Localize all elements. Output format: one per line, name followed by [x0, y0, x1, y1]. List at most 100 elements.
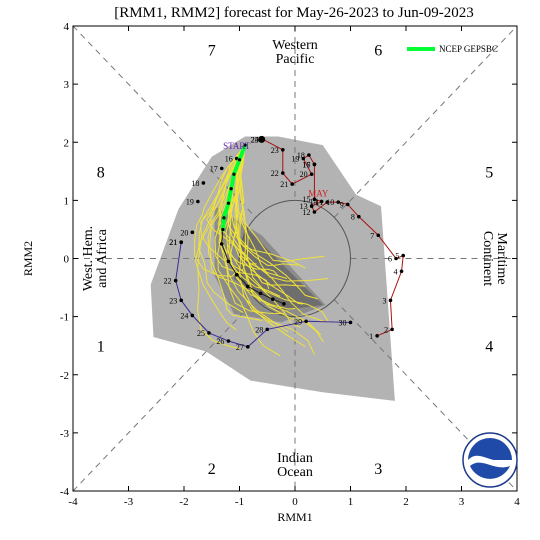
- may-track-day-label: 5: [395, 252, 399, 261]
- region-label-line: and Africa: [95, 228, 110, 287]
- x-tick-label: -3: [124, 496, 134, 508]
- x-tick-label: 3: [459, 496, 465, 508]
- y-tick-label: 4: [64, 21, 70, 33]
- phase-label: 1: [97, 339, 105, 356]
- y-axis-label: RMM2: [21, 241, 35, 276]
- may-track-day-label: 17: [302, 160, 310, 169]
- may-track-point: [290, 182, 295, 186]
- may-track-point: [375, 334, 379, 338]
- noaa-logo: [462, 432, 518, 488]
- ensemble-member-line: [234, 145, 329, 282]
- legend: NCEP GEPSBC: [407, 44, 498, 54]
- may-track-point: [401, 253, 406, 258]
- phase-label: 6: [374, 42, 382, 59]
- x-tick-label: 2: [403, 496, 409, 508]
- forecast-day-label: 17: [210, 164, 218, 173]
- ensemble-mean-point: [232, 172, 236, 176]
- april-track-day-label: 25: [197, 329, 205, 338]
- may-track-day-label: 1: [369, 332, 373, 341]
- forecast-day-point: [190, 230, 195, 235]
- y-tick-label: 1: [64, 195, 70, 207]
- forecast-day-label: 21: [169, 238, 177, 247]
- mean-continuation-point: [219, 242, 224, 246]
- april-track-point: [173, 278, 178, 283]
- may-track-day-label: 24: [251, 135, 259, 144]
- forecast-day-label: 19: [186, 198, 194, 207]
- phase-label: 2: [208, 461, 216, 478]
- region-label-line: Pacific: [276, 52, 315, 67]
- observed-tracks: [173, 135, 406, 349]
- may-track-point: [312, 210, 317, 214]
- region-label-line: West. Hem.: [81, 226, 96, 291]
- may-track-day-label: 25: [251, 135, 259, 144]
- annotation-label: MAY: [308, 188, 329, 198]
- ensemble-member-line: [194, 144, 246, 331]
- may-track-day-label: 23: [271, 146, 279, 155]
- may-track-day-label: 13: [300, 202, 308, 211]
- mean-continuation-point: [226, 259, 231, 264]
- x-tick-label: 0: [292, 496, 298, 508]
- phase-label: 7: [208, 42, 216, 59]
- y-tick-label: -1: [60, 312, 69, 324]
- ensemble-mean-point: [243, 143, 247, 147]
- ensemble-member-line: [209, 144, 261, 302]
- may-track-point: [345, 202, 350, 207]
- may-track-point: [280, 171, 285, 175]
- phase-label: 4: [485, 339, 493, 356]
- may-track-point: [312, 197, 317, 202]
- may-track-day-label: 12: [302, 208, 310, 217]
- mean-continuation-point: [234, 272, 239, 277]
- region-label-line: Indian: [277, 451, 313, 466]
- diagonal-guide: [72, 299, 257, 492]
- ensemble-member-line: [194, 144, 246, 277]
- may-track-point: [309, 204, 314, 208]
- may-track-day-label: 4: [394, 267, 398, 276]
- may-track-day-label: 22: [271, 169, 279, 178]
- may-track-day-label: 8: [351, 213, 355, 222]
- forecast-day-point: [196, 199, 200, 204]
- may-track-point: [399, 269, 404, 274]
- phase-label: 5: [485, 164, 493, 181]
- ensemble-mean-point: [226, 201, 230, 205]
- may-track-day-label: 21: [280, 180, 288, 189]
- april-track-day-label: 21: [169, 238, 177, 247]
- x-axis-label: RMM1: [277, 510, 312, 524]
- april-track-point: [304, 319, 308, 324]
- may-track-day-label: 7: [370, 231, 374, 240]
- forecast-day-label: 18: [191, 179, 199, 188]
- april-track-point: [179, 298, 184, 303]
- april-track-day-label: 30: [339, 318, 347, 327]
- may-track-day-label: 3: [382, 296, 386, 305]
- phase-label: 8: [97, 164, 105, 181]
- may-track-point: [394, 256, 398, 261]
- april-track-point: [246, 345, 250, 349]
- y-tick-label: -2: [60, 370, 69, 382]
- forecast-day-label: 16: [225, 155, 233, 164]
- x-tick-label: 1: [348, 496, 354, 508]
- may-track-day-label: 2: [384, 325, 388, 334]
- chart-title: [RMM1, RMM2] forecast for May-26-2023 to…: [114, 5, 474, 21]
- diagonal-guide: [333, 25, 518, 218]
- x-tick-label: -2: [179, 496, 188, 508]
- may-track-point: [357, 214, 361, 219]
- may-track-day-label: 10: [326, 198, 334, 207]
- ensemble-mean-point: [229, 187, 233, 191]
- april-track-point: [226, 339, 231, 343]
- phase-label: 3: [374, 461, 382, 478]
- may-track-point: [376, 233, 381, 238]
- mean-continuation-point: [246, 284, 250, 289]
- may-track-day-label: 9: [340, 200, 344, 209]
- may-track-point: [309, 172, 314, 177]
- may-track-point: [312, 162, 317, 167]
- may-track-point: [301, 156, 306, 161]
- april-track-point: [207, 331, 211, 335]
- region-label-line: Western: [272, 38, 318, 53]
- april-track-day-label: 27: [236, 343, 244, 352]
- april-track-point: [190, 313, 195, 318]
- forecast-day-point: [179, 240, 184, 245]
- region-label: Indian Ocean: [277, 451, 313, 480]
- may-track-point: [307, 153, 311, 157]
- mean-continuation-line: [221, 229, 285, 305]
